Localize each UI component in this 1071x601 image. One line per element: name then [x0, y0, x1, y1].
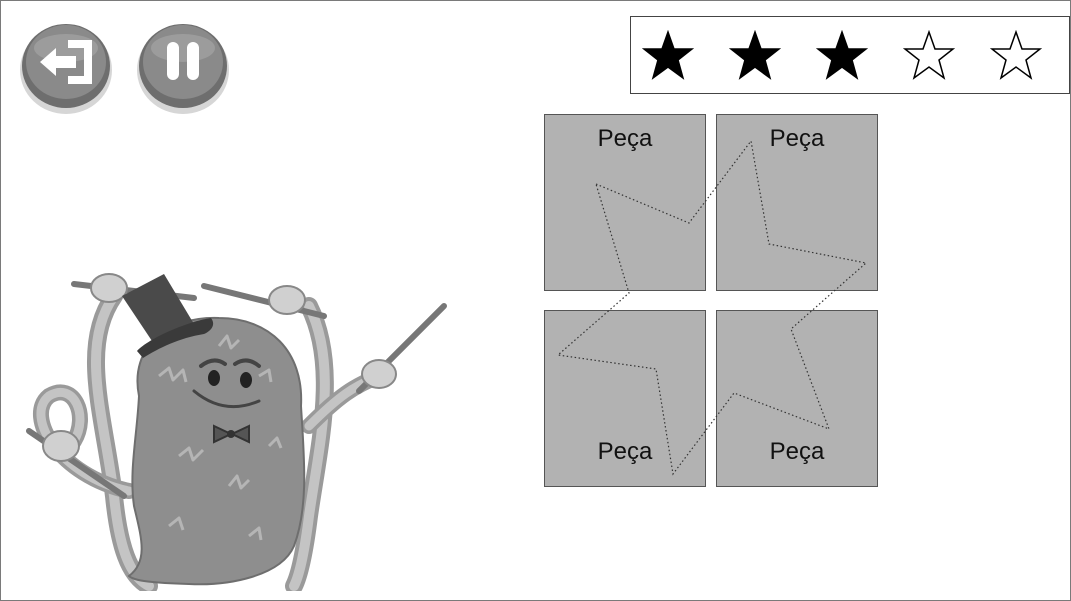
piece-label: Peça	[597, 125, 653, 152]
exit-arrow-icon	[20, 24, 112, 114]
monster-conductor-icon	[26, 273, 447, 591]
pause-icon	[137, 24, 229, 114]
star-filled-icon	[642, 30, 694, 82]
puzzle-piece-1[interactable]: Peça	[544, 114, 706, 291]
star-rating	[630, 16, 1070, 94]
star-filled-icon	[729, 30, 781, 82]
star-filled-icon	[816, 30, 868, 82]
puzzle-piece-4[interactable]: Peça	[716, 310, 878, 487]
puzzle-piece-3[interactable]: Peça	[544, 310, 706, 487]
star-empty-icon	[990, 30, 1042, 82]
piece-label: Peça	[769, 438, 825, 465]
piece-label: Peça	[597, 438, 653, 465]
star-empty-icon	[903, 30, 955, 82]
piece-label: Peça	[769, 125, 825, 152]
pause-button[interactable]	[135, 18, 231, 114]
exit-button[interactable]	[18, 18, 114, 114]
puzzle-piece-2[interactable]: Peça	[716, 114, 878, 291]
